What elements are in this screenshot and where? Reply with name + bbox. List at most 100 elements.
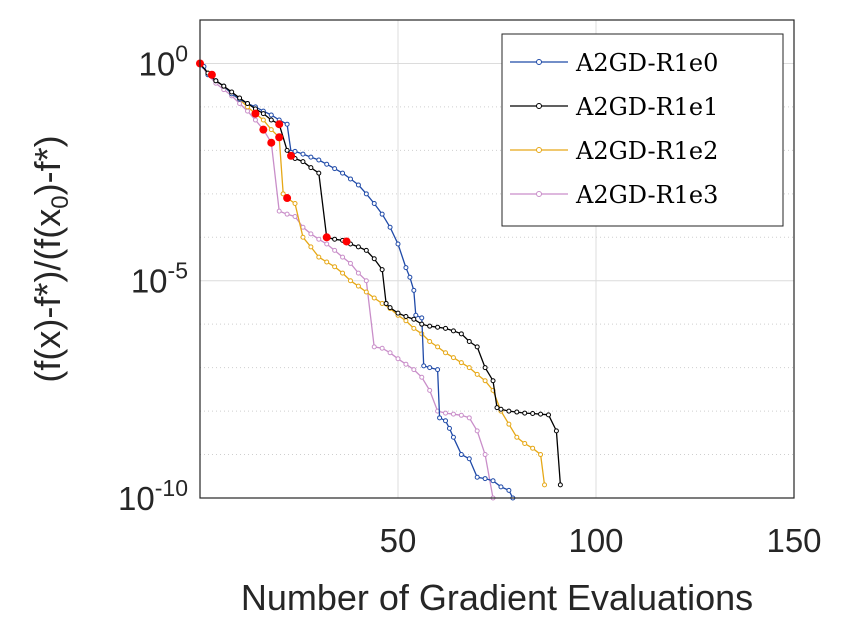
data-point bbox=[363, 289, 369, 295]
data-point bbox=[522, 440, 528, 446]
x-axis-label: Number of Gradient Evaluations bbox=[241, 577, 753, 618]
data-point bbox=[221, 83, 227, 89]
series-line bbox=[199, 63, 546, 485]
y-tick-label: 10-5 bbox=[131, 258, 188, 300]
legend-label: A2GD-R1e3 bbox=[575, 181, 718, 209]
legend-label: A2GD-R1e2 bbox=[575, 137, 718, 165]
data-point bbox=[347, 260, 353, 266]
data-point bbox=[466, 365, 472, 371]
data-point bbox=[411, 325, 417, 331]
data-point bbox=[458, 452, 464, 458]
data-point bbox=[260, 111, 266, 117]
data-point bbox=[332, 166, 338, 172]
y-tick-label: 100 bbox=[138, 40, 188, 82]
data-point bbox=[514, 409, 520, 415]
data-point bbox=[371, 200, 377, 206]
data-point bbox=[395, 241, 401, 247]
data-point bbox=[538, 452, 544, 458]
legend-label: A2GD-R1e0 bbox=[575, 49, 718, 77]
data-point bbox=[490, 478, 496, 484]
data-point bbox=[482, 365, 488, 371]
data-point bbox=[237, 95, 243, 101]
data-point bbox=[458, 331, 464, 337]
data-point bbox=[506, 421, 512, 427]
data-point bbox=[498, 406, 504, 412]
data-point bbox=[458, 360, 464, 366]
data-point bbox=[347, 278, 353, 284]
data-point bbox=[308, 165, 314, 171]
data-point bbox=[355, 182, 361, 188]
data-point bbox=[450, 355, 456, 361]
data-point bbox=[316, 236, 322, 242]
data-point bbox=[443, 350, 449, 356]
data-point bbox=[332, 264, 338, 270]
data-point bbox=[474, 428, 480, 434]
restart-marker bbox=[275, 133, 284, 142]
data-point bbox=[419, 374, 425, 380]
x-tick-label: 150 bbox=[766, 522, 821, 559]
data-point bbox=[363, 247, 369, 253]
data-point bbox=[494, 405, 500, 411]
data-point bbox=[411, 316, 417, 322]
data-point bbox=[466, 415, 472, 421]
data-point bbox=[427, 338, 433, 344]
data-point bbox=[446, 425, 452, 431]
data-point bbox=[300, 159, 306, 165]
data-point bbox=[324, 161, 330, 167]
x-tick-label: 50 bbox=[380, 522, 417, 559]
data-point bbox=[403, 265, 409, 271]
legend: A2GD-R1e0 A2GD-R1e1 A2GD-R1e2 A2GD-R1e3 bbox=[501, 33, 784, 227]
data-point bbox=[340, 270, 346, 276]
data-point bbox=[411, 287, 417, 293]
data-point bbox=[387, 224, 393, 230]
data-point bbox=[316, 157, 322, 163]
y-axis-label: (f(x)-f*)/(f(x0)-f*) bbox=[27, 135, 74, 382]
data-point bbox=[324, 241, 330, 247]
restart-marker bbox=[283, 194, 292, 203]
data-point bbox=[419, 321, 425, 327]
data-point bbox=[308, 231, 314, 237]
data-point bbox=[316, 254, 322, 260]
data-point bbox=[355, 244, 361, 250]
data-point bbox=[363, 278, 369, 284]
restart-marker bbox=[251, 109, 260, 118]
data-point bbox=[292, 214, 298, 220]
legend-marker bbox=[536, 103, 542, 109]
data-point bbox=[371, 256, 377, 262]
data-point bbox=[324, 259, 330, 265]
data-point bbox=[213, 78, 219, 84]
data-point bbox=[458, 412, 464, 418]
data-point bbox=[237, 100, 243, 106]
restart-marker bbox=[207, 70, 216, 79]
data-point bbox=[300, 151, 306, 157]
data-point bbox=[542, 482, 548, 488]
data-point bbox=[371, 344, 377, 350]
data-point bbox=[280, 191, 286, 197]
restart-marker bbox=[267, 138, 276, 147]
data-point bbox=[437, 415, 443, 421]
data-point bbox=[490, 378, 496, 384]
legend-label: A2GD-R1e1 bbox=[575, 93, 718, 121]
data-point bbox=[379, 345, 385, 351]
data-point bbox=[506, 487, 512, 493]
data-point bbox=[482, 378, 488, 384]
data-point bbox=[482, 476, 488, 482]
data-point bbox=[530, 445, 536, 451]
data-point bbox=[229, 89, 235, 95]
data-point bbox=[557, 482, 563, 488]
data-point bbox=[474, 344, 480, 350]
data-point bbox=[427, 365, 433, 371]
data-point bbox=[530, 411, 536, 417]
data-point bbox=[379, 211, 385, 217]
data-point bbox=[443, 418, 449, 424]
data-point bbox=[443, 410, 449, 416]
data-point bbox=[427, 323, 433, 329]
data-point bbox=[427, 387, 433, 393]
restart-marker bbox=[259, 125, 268, 134]
data-point bbox=[450, 434, 456, 440]
data-point bbox=[435, 367, 441, 373]
series-A2GD-R1e1 bbox=[197, 60, 563, 488]
plot-frame bbox=[199, 19, 795, 499]
data-point bbox=[379, 267, 385, 273]
data-point bbox=[435, 344, 441, 350]
